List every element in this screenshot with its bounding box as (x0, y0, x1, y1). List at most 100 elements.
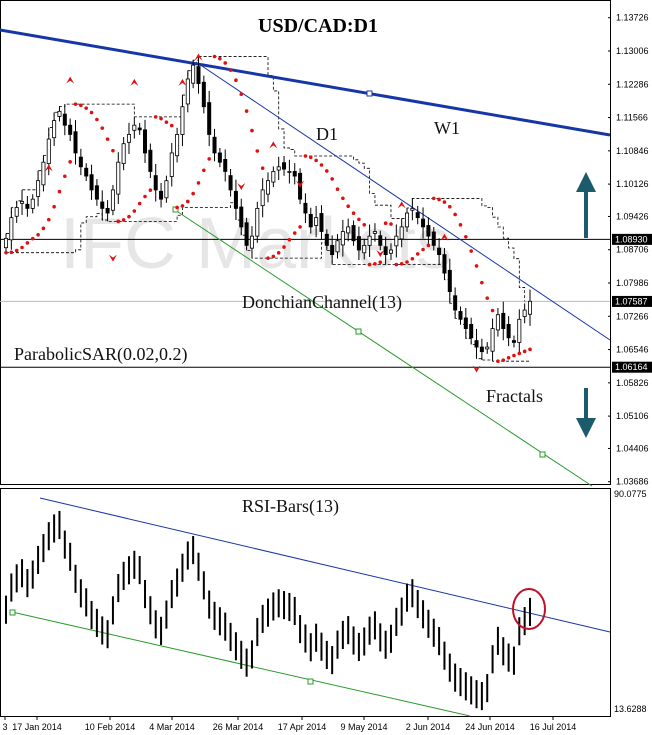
rsi-tick-top: 90.0775 (614, 489, 647, 499)
sar-dot (89, 110, 94, 115)
candle-body (132, 124, 137, 131)
sar-dot (36, 232, 40, 237)
sar-dot (453, 212, 457, 217)
candle-body (292, 171, 297, 177)
sar-dot (207, 157, 211, 161)
x-tick-label: 17 Apr 2014 (278, 722, 327, 732)
sar-dot (68, 160, 72, 164)
candle-body (3, 238, 9, 249)
sar-dot (367, 262, 372, 267)
fractal-up (440, 233, 449, 241)
rsi-green-handle-2 (307, 678, 314, 685)
chart-title: USD/CAD:D1 (258, 15, 378, 37)
sar-dot (522, 349, 527, 354)
sar-dot (437, 197, 441, 202)
candle-body (143, 129, 148, 154)
sar-dot (73, 102, 78, 106)
candle-body (239, 206, 244, 228)
rsi-highlight-circle (512, 588, 546, 630)
sar-dot (143, 194, 147, 199)
candle-body (148, 149, 153, 172)
sar-dot (9, 250, 14, 255)
y-tick-label: 1.09426 (616, 211, 649, 221)
y-tick-label: 1.03686 (616, 477, 649, 487)
candle-body (324, 233, 329, 246)
x-tick-label: 16 Jul 2014 (530, 722, 577, 732)
sar-dot (111, 148, 115, 153)
sar-dot (266, 256, 270, 260)
candle-body (244, 222, 249, 246)
sar-dot (175, 205, 179, 210)
candle-body (52, 120, 57, 139)
sar-dot (276, 251, 281, 255)
y-tick-label: 1.05826 (616, 378, 649, 388)
sar-dot (319, 163, 324, 167)
candle-body (362, 244, 367, 254)
fractal-up (44, 164, 53, 172)
candle-body (89, 174, 94, 191)
candle-body (105, 208, 110, 214)
sar-dot (148, 188, 153, 192)
candle-body (485, 346, 490, 350)
sar-dot (362, 223, 367, 227)
sar-dot (63, 174, 67, 179)
candle-body (57, 110, 62, 117)
candle-body (255, 208, 260, 237)
fractal-up (194, 53, 203, 61)
sar-dot (116, 219, 121, 224)
rsi-green-handle-1 (9, 609, 16, 616)
candle-body (20, 201, 25, 204)
candle-body (137, 127, 142, 131)
candle-body (62, 113, 67, 126)
candle-body (335, 240, 340, 253)
candle-body (410, 208, 415, 211)
candle-body (159, 190, 164, 200)
candle-body (126, 134, 131, 143)
sar-dot (121, 218, 126, 222)
candle-body (276, 166, 281, 171)
sar-dot (373, 262, 377, 266)
candle-body (506, 324, 511, 339)
sar-dot (426, 243, 431, 248)
annotation-fractals: Fractals (486, 386, 543, 406)
sar-dot (485, 296, 490, 300)
candle-body (511, 340, 516, 343)
sar-dot (421, 247, 425, 252)
candle-body (287, 171, 292, 173)
sar-dot (303, 154, 308, 158)
candle-body (41, 161, 46, 186)
x-tick-label: 4 Mar 2014 (149, 722, 195, 732)
candle-body (116, 161, 121, 195)
candle-body (84, 167, 89, 177)
candle-body (314, 217, 319, 226)
sar-dot (57, 189, 62, 194)
candle-body (169, 152, 174, 177)
y-tick-label: 1.08706 (616, 245, 649, 255)
sar-dot (228, 68, 233, 72)
y-tick-label: 1.05106 (616, 411, 649, 421)
candle-body (394, 235, 399, 247)
sar-dot (41, 226, 46, 231)
x-tick-label: 2 Jun 2014 (406, 722, 451, 732)
candle-body (217, 152, 222, 163)
candle-body (319, 213, 324, 232)
sar-dot (4, 250, 8, 255)
candle-body (153, 175, 158, 191)
candle-body (100, 201, 105, 209)
sar-dot (469, 249, 473, 253)
candle-body (282, 162, 287, 170)
rsi-blue-line (39, 497, 611, 633)
candle-body (46, 138, 51, 164)
y-tick-label: 1.07986 (616, 278, 649, 288)
candle-body (474, 340, 479, 348)
rsi-tick-bottom: 13.6288 (614, 704, 647, 714)
x-axis-ticks: 3 17 Jan 2014 10 Feb 2014 4 Mar 2014 26 Mar … (2, 716, 576, 732)
sar-dot (212, 54, 217, 59)
candle-body (73, 131, 78, 154)
candle-body (271, 171, 276, 183)
sar-dot (346, 204, 351, 209)
sar-dot (298, 225, 302, 229)
candle-body (308, 214, 313, 228)
fractals (44, 53, 481, 373)
sar-dot (383, 221, 388, 225)
